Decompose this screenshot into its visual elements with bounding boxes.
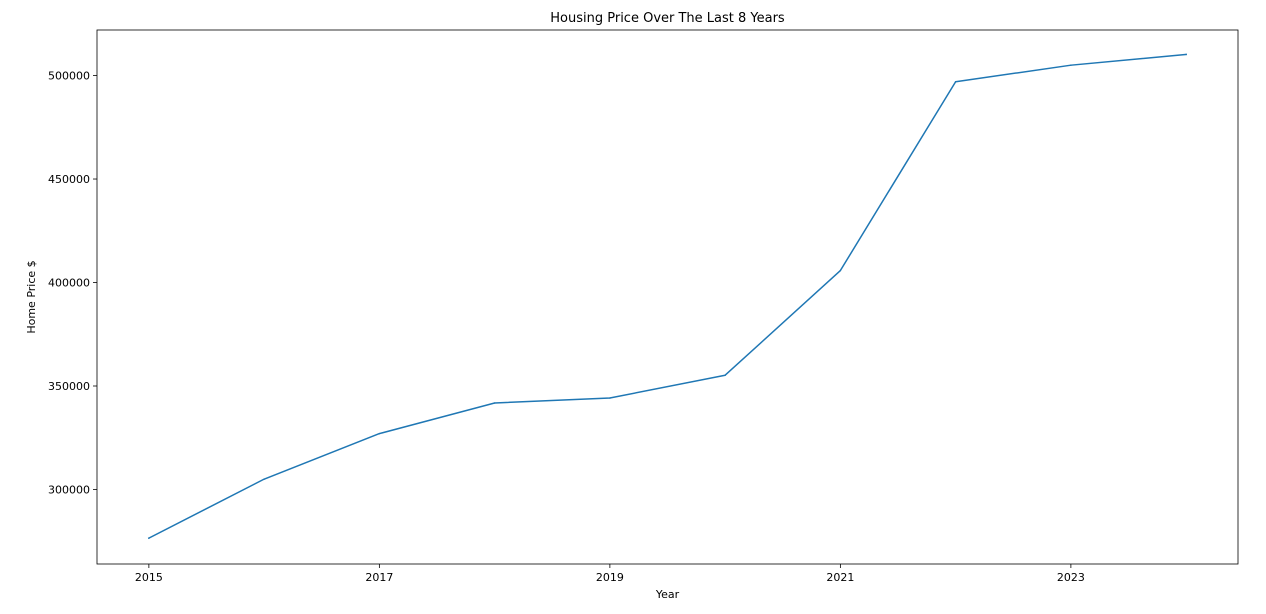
chart-title: Housing Price Over The Last 8 Years <box>550 11 785 26</box>
y-tick-label: 350000 <box>48 380 90 393</box>
x-tick-label: 2021 <box>826 571 854 584</box>
y-tick-label: 400000 <box>48 277 90 290</box>
x-tick-label: 2023 <box>1057 571 1085 584</box>
series-group <box>147 53 1187 540</box>
data-point <box>954 80 957 83</box>
y-tick-label: 500000 <box>48 70 90 83</box>
data-point <box>263 478 265 480</box>
data-point <box>724 374 726 376</box>
series-line <box>147 53 1187 540</box>
y-tick-label: 300000 <box>48 483 90 496</box>
plot-frame <box>96 29 1239 565</box>
y-tick-label: 450000 <box>48 173 90 186</box>
data-point <box>1070 64 1072 66</box>
data-point <box>839 269 842 272</box>
x-tick-label: 2015 <box>135 571 163 584</box>
x-tick-label: 2017 <box>365 571 393 584</box>
x-tick-label: 2019 <box>596 571 624 584</box>
data-point <box>493 402 496 404</box>
x-axis-label: Year <box>655 588 680 601</box>
data-point <box>378 432 381 435</box>
y-axis-label: Home Price $ <box>25 260 38 333</box>
data-point <box>148 537 150 539</box>
x-axis: 2015 2017 2019 2021 2023 <box>135 564 1085 584</box>
data-point <box>1185 53 1187 56</box>
y-axis: 300000 350000 400000 450000 500000 <box>48 70 97 496</box>
data-point <box>609 397 611 399</box>
